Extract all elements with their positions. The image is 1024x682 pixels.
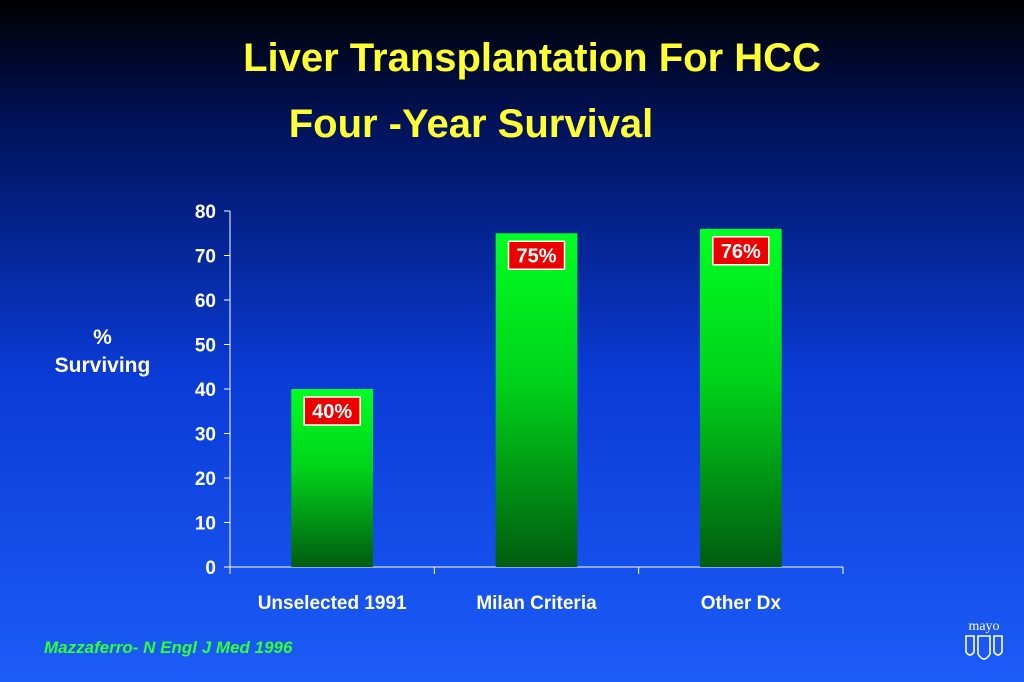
y-tick-label: 0 [205,558,216,579]
y-tick-label: 30 [195,425,216,446]
data-label-box [303,396,361,426]
bar-2 [495,233,578,567]
x-category-label: Other Dx [701,593,782,614]
chart-data-labels: 40% 75% 76% [303,236,770,426]
data-label-box [712,236,770,266]
bar-3 [699,228,782,568]
y-tick-label: 50 [195,336,216,357]
x-category-label: Unselected 1991 [258,593,407,614]
y-axis-label: % Surviving [40,324,165,380]
y-tick-label: 70 [195,247,216,268]
data-label-box [507,240,566,270]
y-axis-label-line1: % [93,326,112,349]
mayo-logo-text: mayo [968,619,999,634]
y-axis-label-line2: Surviving [54,354,151,377]
data-label: 40% [312,401,352,423]
data-label: 75% [516,245,556,267]
citation-footer: Mazzaferro- N Engl J Med 1996 [44,638,293,657]
y-tick-label: 10 [195,514,216,535]
x-category-label: Milan Criteria [476,593,597,614]
chart-subtitle: Four -Year Survival [288,102,654,146]
chart-title: Liver Transplantation For HCC [243,36,821,80]
y-tick-label: 80 [195,202,216,223]
mayo-logo: mayo [965,619,1003,660]
y-tick-label: 60 [195,291,216,312]
y-tick-label: 20 [195,469,216,490]
data-label: 76% [721,241,761,263]
y-tick-label: 40 [195,380,216,401]
chart-bars [291,228,782,568]
